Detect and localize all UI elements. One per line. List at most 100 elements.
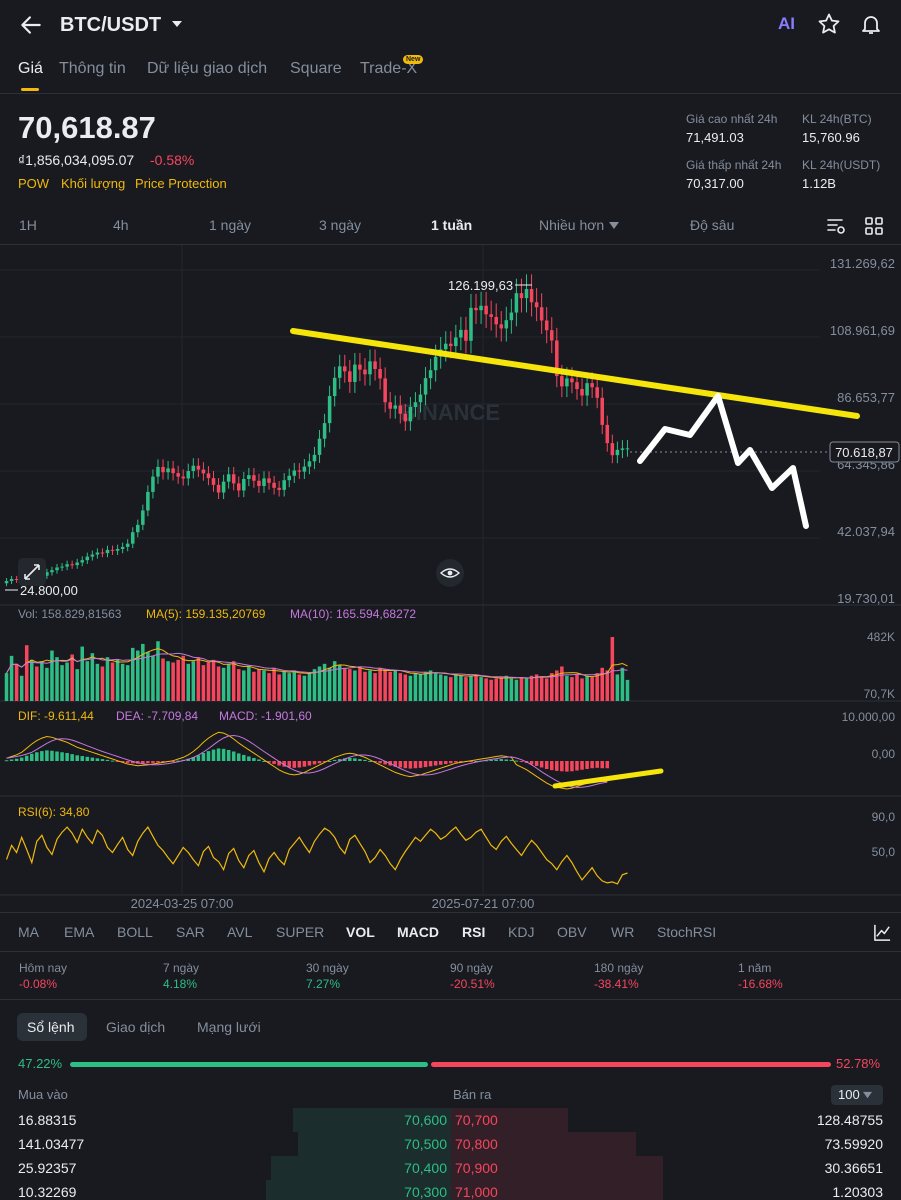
fullscreen-expand-icon[interactable] [18, 558, 46, 586]
indicator-settings-icon[interactable] [873, 923, 892, 942]
price-alert-bell-icon[interactable] [859, 12, 883, 36]
trading-pair-title[interactable]: BTC/USDT [60, 14, 162, 36]
volume-bar [590, 677, 594, 701]
volume-bar [595, 673, 599, 701]
ask-price[interactable]: 70,900 [455, 1160, 498, 1176]
depth-precision-select[interactable]: 100 [831, 1085, 883, 1105]
tab-price[interactable]: Giá [18, 60, 43, 77]
indicator-vol[interactable]: VOL [346, 924, 375, 940]
timeframe-4h[interactable]: 4h [113, 217, 129, 233]
ask-price[interactable]: 70,700 [455, 1112, 498, 1128]
price-axis-label: 42.037,94 [837, 524, 895, 539]
timeframe-1h[interactable]: 1H [19, 217, 37, 233]
volume-bar [403, 674, 408, 701]
volume-bar [479, 677, 483, 701]
indicator-boll[interactable]: BOLL [117, 924, 153, 940]
caret-down-icon[interactable] [863, 1091, 872, 1100]
bid-price[interactable]: 70,300 [404, 1184, 447, 1200]
candle-body [211, 478, 216, 485]
ask-price[interactable]: 71,000 [455, 1184, 498, 1200]
macd-bar [534, 761, 539, 766]
timeframe-3d[interactable]: 3 ngày [319, 217, 362, 233]
tab-info[interactable]: Thông tin [59, 60, 126, 77]
macd-bar [438, 761, 443, 765]
drawn-projection-path[interactable] [637, 393, 809, 529]
volume-bar [29, 659, 34, 701]
indicator-sar[interactable]: SAR [176, 924, 205, 940]
vol-24h-btc-value: 15,760.96 [802, 130, 860, 145]
price-chart[interactable]: BINANCE 131.269,62 108.961,69 86.653,77 … [0, 245, 901, 913]
macd-bar [565, 761, 569, 772]
candle-body [494, 316, 498, 325]
buy-ratio-bar [70, 1062, 428, 1067]
indicator-stochrsi[interactable]: StochRSI [657, 924, 717, 940]
tab-order-book[interactable]: Sổ lệnh [27, 1019, 75, 1035]
indicator-ma[interactable]: MA [18, 924, 39, 940]
perf-label: 30 ngày [306, 961, 349, 975]
divider [0, 999, 901, 1000]
macd-value-legend: MACD: -1.901,60 [219, 709, 312, 723]
timeframe-1w[interactable]: 1 tuần [431, 217, 473, 233]
indicator-ema[interactable]: EMA [64, 924, 95, 940]
divider [0, 912, 901, 913]
tab-trades[interactable]: Giao dịch [106, 1019, 166, 1035]
bid-quantity: 16.88315 [18, 1112, 77, 1128]
bid-price[interactable]: 70,400 [404, 1160, 447, 1176]
timeframe-1d[interactable]: 1 ngày [209, 217, 252, 233]
caret-down-icon[interactable] [609, 222, 619, 230]
favorite-star-icon[interactable] [817, 12, 841, 36]
tab-trade-x[interactable]: Trade-X [360, 60, 418, 77]
macd-bar [226, 749, 231, 761]
macd-bar [100, 759, 105, 761]
layout-grid-icon[interactable] [864, 216, 884, 236]
candle-body [454, 337, 458, 347]
depth-chart-tab[interactable]: Độ sâu [690, 217, 735, 233]
volume-bar [610, 637, 615, 701]
candles-group [4, 274, 630, 587]
indicator-avl[interactable]: AVL [227, 924, 253, 940]
drawn-macd-divergence-line[interactable] [552, 768, 664, 789]
order-book-row[interactable]: 25.92357 70,400 70,900 30.36651 [0, 1156, 901, 1180]
show-hide-eye-icon[interactable] [436, 559, 464, 587]
indicator-obv[interactable]: OBV [557, 924, 587, 940]
tag-price-protection[interactable]: Price Protection [135, 176, 227, 191]
bid-quantity: 10.32269 [18, 1184, 77, 1200]
bid-depth-bar [297, 1132, 451, 1156]
candle-body [373, 361, 377, 370]
indicator-rsi[interactable]: RSI [462, 924, 486, 940]
volume-bar [524, 678, 529, 701]
bid-price[interactable]: 70,600 [404, 1112, 447, 1128]
volume-bar [307, 673, 312, 701]
order-book-row[interactable]: 10.32269 70,300 71,000 1.20303 [0, 1180, 901, 1200]
candle-body [560, 376, 564, 387]
indicator-kdj[interactable]: KDJ [508, 924, 535, 940]
candle-body [570, 378, 574, 383]
ask-price[interactable]: 70,800 [455, 1136, 498, 1152]
macd-bar [206, 751, 211, 761]
timeframe-more[interactable]: Nhiều hơn [539, 217, 605, 233]
order-book-row[interactable]: 141.03477 70,500 70,800 73.59920 [0, 1132, 901, 1156]
indicator-macd[interactable]: MACD [397, 924, 439, 940]
volume-bar [625, 679, 630, 701]
candle-body [100, 552, 105, 554]
indicator-super[interactable]: SUPER [276, 924, 325, 940]
tag-pow[interactable]: POW [18, 176, 50, 191]
macd-bar [544, 761, 549, 769]
tab-square[interactable]: Square [290, 60, 342, 77]
order-book-row[interactable]: 16.88315 70,600 70,700 128.48755 [0, 1108, 901, 1132]
bid-price[interactable]: 70,500 [404, 1136, 447, 1152]
ai-assistant-icon[interactable]: AI [778, 14, 795, 33]
indicator-wr[interactable]: WR [611, 924, 635, 940]
tag-volume[interactable]: Khối lượng [61, 176, 126, 191]
candle-body [287, 475, 292, 481]
chart-settings-icon[interactable] [826, 216, 846, 236]
drawn-resistance-trendline[interactable] [290, 328, 860, 419]
macd-bar [292, 761, 297, 768]
tab-network[interactable]: Mạng lưới [197, 1019, 261, 1035]
back-arrow-icon[interactable] [18, 12, 44, 38]
caret-down-icon[interactable] [171, 18, 183, 30]
tab-trading-data[interactable]: Dữ liệu giao dịch [147, 60, 268, 77]
volume-bar [438, 674, 443, 701]
volume-bar [166, 661, 170, 701]
macd-bar [14, 758, 19, 761]
